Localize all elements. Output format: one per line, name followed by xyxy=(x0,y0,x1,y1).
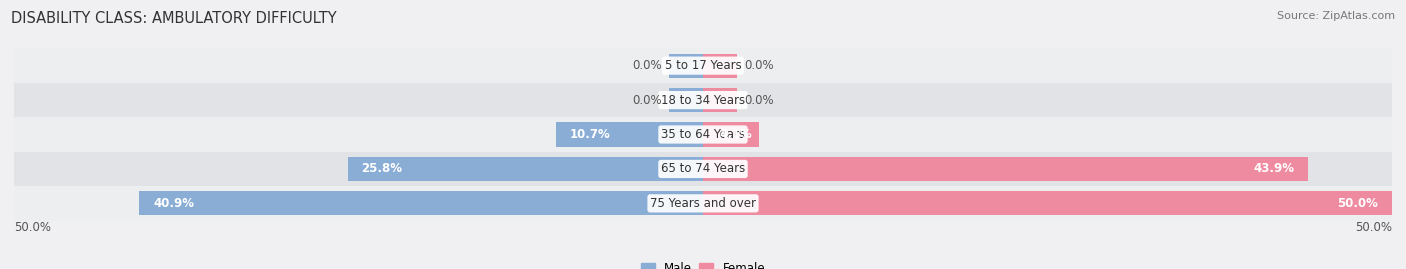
Bar xyxy=(555,122,703,147)
Text: Source: ZipAtlas.com: Source: ZipAtlas.com xyxy=(1277,11,1395,21)
Text: 40.9%: 40.9% xyxy=(153,197,194,210)
Bar xyxy=(347,157,703,181)
Text: 0.0%: 0.0% xyxy=(633,59,662,72)
Bar xyxy=(14,83,1392,117)
Text: 0.0%: 0.0% xyxy=(633,94,662,107)
Text: 25.8%: 25.8% xyxy=(361,162,402,175)
Text: 75 Years and over: 75 Years and over xyxy=(650,197,756,210)
Legend: Male, Female: Male, Female xyxy=(641,262,765,269)
Bar xyxy=(703,54,738,78)
Text: 0.0%: 0.0% xyxy=(744,94,773,107)
Text: 35 to 64 Years: 35 to 64 Years xyxy=(661,128,745,141)
Text: 50.0%: 50.0% xyxy=(14,221,51,233)
Bar xyxy=(703,88,738,112)
Text: 65 to 74 Years: 65 to 74 Years xyxy=(661,162,745,175)
Bar xyxy=(703,157,1308,181)
Bar xyxy=(139,191,703,215)
Bar xyxy=(669,88,703,112)
Bar xyxy=(14,117,1392,152)
Text: 5 to 17 Years: 5 to 17 Years xyxy=(665,59,741,72)
Text: 50.0%: 50.0% xyxy=(1337,197,1378,210)
Bar xyxy=(703,191,1392,215)
Text: 50.0%: 50.0% xyxy=(1355,221,1392,233)
Bar xyxy=(703,122,759,147)
Bar xyxy=(14,48,1392,83)
Text: 10.7%: 10.7% xyxy=(569,128,610,141)
Text: DISABILITY CLASS: AMBULATORY DIFFICULTY: DISABILITY CLASS: AMBULATORY DIFFICULTY xyxy=(11,11,337,26)
Bar xyxy=(14,152,1392,186)
Text: 18 to 34 Years: 18 to 34 Years xyxy=(661,94,745,107)
Text: 43.9%: 43.9% xyxy=(1253,162,1294,175)
Text: 0.0%: 0.0% xyxy=(744,59,773,72)
Bar xyxy=(14,186,1392,221)
Text: 4.1%: 4.1% xyxy=(720,128,752,141)
Bar xyxy=(669,54,703,78)
